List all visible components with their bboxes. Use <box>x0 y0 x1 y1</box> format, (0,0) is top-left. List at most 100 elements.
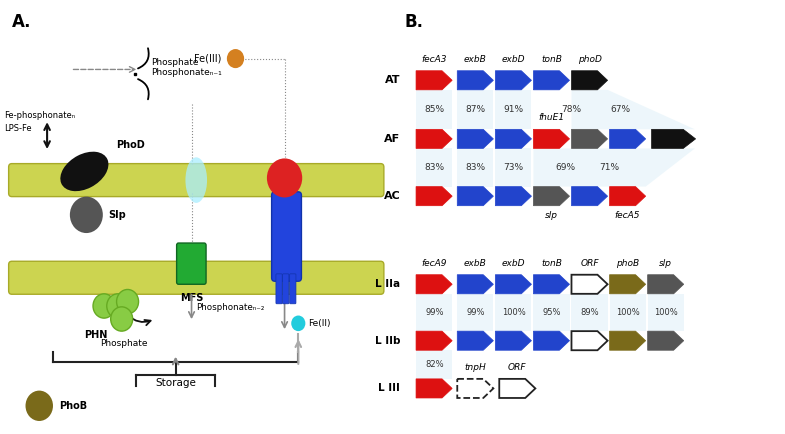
Circle shape <box>93 294 115 318</box>
Polygon shape <box>457 275 493 294</box>
Polygon shape <box>571 71 608 90</box>
Text: tonB: tonB <box>541 55 562 64</box>
Text: tnpH: tnpH <box>465 363 486 372</box>
FancyBboxPatch shape <box>272 192 301 281</box>
Polygon shape <box>457 71 493 90</box>
Polygon shape <box>495 275 531 294</box>
Polygon shape <box>534 187 569 206</box>
Polygon shape <box>457 129 493 148</box>
Circle shape <box>116 289 138 314</box>
Circle shape <box>107 294 129 318</box>
Text: slp: slp <box>659 259 672 268</box>
Text: MFS: MFS <box>180 293 203 303</box>
Text: Phosphate: Phosphate <box>100 339 148 349</box>
Polygon shape <box>416 350 452 379</box>
Polygon shape <box>534 294 569 331</box>
Text: 91%: 91% <box>503 105 524 114</box>
Text: L IIb: L IIb <box>375 335 400 346</box>
FancyBboxPatch shape <box>177 243 206 284</box>
FancyBboxPatch shape <box>290 274 296 304</box>
Text: Fe(III): Fe(III) <box>195 53 221 64</box>
FancyBboxPatch shape <box>9 261 384 294</box>
Polygon shape <box>534 148 695 187</box>
Polygon shape <box>457 379 493 398</box>
Polygon shape <box>571 294 608 331</box>
Text: A.: A. <box>12 13 31 31</box>
Text: fecA9: fecA9 <box>422 259 447 268</box>
Text: 85%: 85% <box>424 105 444 114</box>
Polygon shape <box>457 148 493 187</box>
Polygon shape <box>534 71 569 90</box>
Text: Fe-phosphonateₙ: Fe-phosphonateₙ <box>4 111 75 120</box>
Text: 83%: 83% <box>424 163 444 172</box>
Polygon shape <box>571 90 695 129</box>
Polygon shape <box>648 294 684 331</box>
Circle shape <box>25 391 53 421</box>
Polygon shape <box>457 187 493 206</box>
Text: 100%: 100% <box>616 308 640 317</box>
Polygon shape <box>534 331 569 350</box>
Text: 95%: 95% <box>542 308 561 317</box>
Polygon shape <box>609 129 645 148</box>
Polygon shape <box>609 187 645 206</box>
Polygon shape <box>571 275 608 294</box>
Text: exbD: exbD <box>502 55 525 64</box>
Text: 73%: 73% <box>503 163 524 172</box>
Text: fhuE1: fhuE1 <box>539 113 564 122</box>
Text: L III: L III <box>378 383 400 394</box>
Text: ORF: ORF <box>580 259 599 268</box>
Circle shape <box>267 158 302 197</box>
Text: 87%: 87% <box>466 105 486 114</box>
Circle shape <box>291 316 305 331</box>
Text: 71%: 71% <box>600 163 619 172</box>
Polygon shape <box>648 331 684 350</box>
Text: exbB: exbB <box>464 259 487 268</box>
Text: PHN: PHN <box>85 330 108 340</box>
Circle shape <box>70 197 103 233</box>
Polygon shape <box>495 294 531 331</box>
Text: Storage: Storage <box>155 378 196 388</box>
Polygon shape <box>416 90 452 129</box>
Polygon shape <box>416 71 452 90</box>
FancyBboxPatch shape <box>276 274 282 304</box>
Text: 67%: 67% <box>610 105 630 114</box>
Text: slp: slp <box>545 211 558 220</box>
Polygon shape <box>534 275 569 294</box>
Text: AT: AT <box>385 75 400 85</box>
Polygon shape <box>609 331 645 350</box>
Text: AF: AF <box>384 134 400 144</box>
Polygon shape <box>571 187 608 206</box>
Text: Fe(II): Fe(II) <box>308 319 330 328</box>
Text: Phosphonateₙ₋₂: Phosphonateₙ₋₂ <box>196 303 265 312</box>
Polygon shape <box>495 71 531 90</box>
Text: Phosphate: Phosphate <box>151 59 199 67</box>
Polygon shape <box>416 379 452 398</box>
Polygon shape <box>457 90 493 129</box>
Polygon shape <box>416 187 452 206</box>
Polygon shape <box>495 129 531 148</box>
Polygon shape <box>416 148 452 187</box>
Text: Slp: Slp <box>108 210 126 220</box>
Text: 89%: 89% <box>580 308 599 317</box>
Text: AC: AC <box>384 191 400 201</box>
Text: 99%: 99% <box>466 308 485 317</box>
Polygon shape <box>457 331 493 350</box>
Text: tonB: tonB <box>541 259 562 268</box>
Polygon shape <box>609 275 645 294</box>
Polygon shape <box>416 129 452 148</box>
Text: LPS-Fe: LPS-Fe <box>4 124 31 133</box>
Text: ORF: ORF <box>508 363 527 372</box>
Polygon shape <box>499 379 535 398</box>
Ellipse shape <box>185 157 207 203</box>
FancyBboxPatch shape <box>9 164 384 197</box>
Text: exbB: exbB <box>464 55 487 64</box>
Text: fecA5: fecA5 <box>615 211 641 220</box>
Circle shape <box>111 307 133 331</box>
Polygon shape <box>495 148 531 187</box>
Polygon shape <box>495 90 531 129</box>
Text: 78%: 78% <box>561 105 581 114</box>
Text: fecA3: fecA3 <box>422 55 447 64</box>
Text: 99%: 99% <box>425 308 444 317</box>
Text: Phosphonateₙ₋₁: Phosphonateₙ₋₁ <box>151 68 222 77</box>
Text: 83%: 83% <box>466 163 486 172</box>
